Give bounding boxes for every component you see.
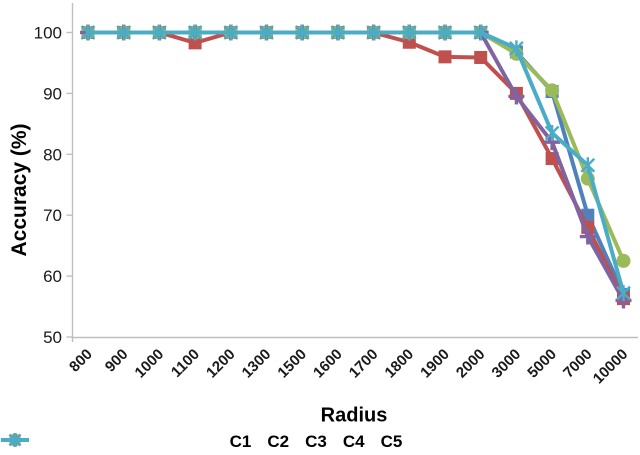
y-axis-ticks: 50 60 70 80 90 100 — [34, 24, 73, 347]
x-tick-label: 10000 — [590, 346, 632, 388]
x-tick-label: 1600 — [310, 346, 346, 382]
x-axis-ticks: 800 900 1000 1100 1200 1300 1500 1600 1700 1800 19… — [66, 346, 631, 388]
x-tick-label: 1100 — [168, 346, 203, 381]
y-tick-label: 50 — [43, 328, 62, 347]
legend-marker-asterisk-icon — [1, 433, 29, 447]
x-tick-label: 1900 — [417, 346, 453, 382]
legend-label: C4 — [342, 432, 365, 451]
series-C4 — [80, 24, 632, 309]
x-tick-label: 800 — [66, 346, 96, 376]
legend-item-C5: C5 — [1, 432, 403, 452]
legend-label: C3 — [305, 432, 327, 451]
x-tick-label: 1800 — [382, 346, 418, 382]
x-tick-label: 1500 — [274, 346, 310, 382]
x-tick-label: 3000 — [489, 346, 525, 382]
series-C2 — [81, 26, 630, 306]
series-C5 — [80, 24, 631, 302]
y-tick-label: 80 — [43, 145, 62, 164]
legend-item-C3: C3 — [1, 432, 327, 452]
x-tick-label: 5000 — [524, 346, 560, 382]
y-axis-title: Accuracy (%) — [8, 123, 31, 257]
y-tick-label: 90 — [43, 84, 62, 103]
x-axis-title: Radius — [320, 404, 388, 427]
chart-legend: C1 C2 C3 C4 C5 — [0, 430, 632, 454]
y-tick-label: 100 — [34, 24, 62, 43]
x-tick-label: 2000 — [453, 346, 489, 382]
x-tick-label: 1700 — [346, 346, 382, 382]
y-tick-label: 70 — [43, 206, 62, 225]
y-tick-label: 60 — [43, 267, 62, 286]
legend-label: C5 — [380, 432, 403, 451]
legend-item-C1: C1 — [1, 432, 252, 452]
axes — [71, 3, 638, 342]
x-tick-label: 1000 — [132, 346, 168, 382]
legend-label: C1 — [229, 432, 252, 451]
x-tick-label: 1300 — [239, 346, 275, 382]
x-tick-label: 900 — [102, 346, 132, 376]
series-C3 — [81, 25, 631, 268]
x-tick-label: 1200 — [203, 346, 239, 382]
legend-item-C4: C4 — [1, 432, 365, 452]
legend-item-C2: C2 — [1, 432, 290, 452]
legend-label: C2 — [267, 432, 290, 451]
